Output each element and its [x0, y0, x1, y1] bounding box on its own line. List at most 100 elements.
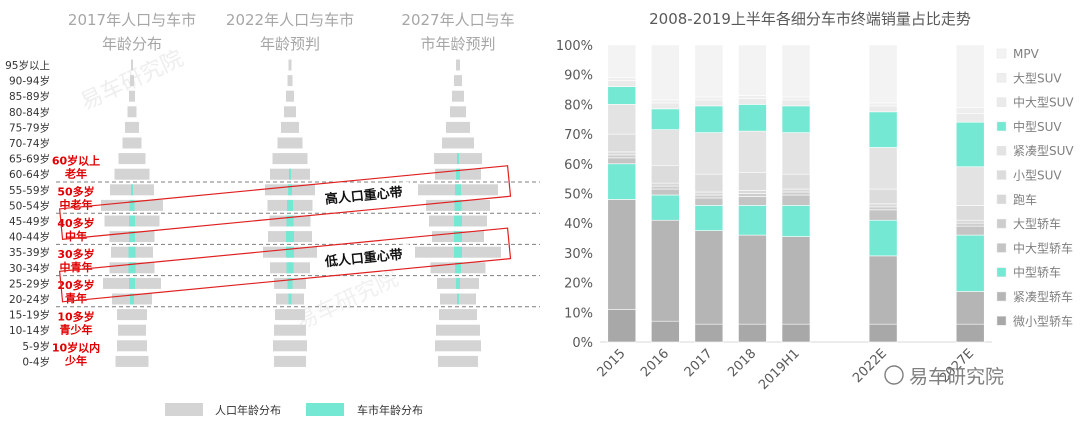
population-bar — [118, 324, 146, 336]
population-bar — [117, 340, 147, 352]
x-tick-label: 2016 — [638, 346, 672, 380]
population-bar — [438, 355, 478, 367]
age-group-label: 少年 — [64, 354, 87, 368]
population-bar — [439, 309, 477, 321]
stacked-bar-segment — [868, 44, 898, 104]
legend-swatch — [996, 267, 1007, 277]
age-label: 10-14岁 — [9, 324, 50, 337]
stacked-bar-segment — [781, 173, 811, 190]
car-market-bar — [129, 231, 135, 243]
stacked-bar-segment — [694, 205, 724, 231]
stacked-bar-segment — [607, 44, 637, 78]
legend-swatch — [996, 48, 1007, 59]
car-market-bar — [455, 184, 461, 196]
stacked-bar-segment — [694, 173, 724, 193]
stacked-bar-segment — [694, 323, 724, 343]
stacked-bar-segment — [955, 205, 985, 221]
stacked-bar-segment — [694, 132, 724, 175]
car-market-bar — [129, 277, 135, 289]
stacked-bar-segment — [738, 190, 767, 194]
stacked-bar-segment — [738, 104, 767, 132]
population-bar — [273, 340, 307, 352]
stacked-bar-segment — [781, 205, 811, 237]
age-group-label: 30多岁 — [57, 247, 94, 261]
car-market-bar — [286, 231, 294, 243]
car-market-bar — [457, 293, 459, 305]
low-population-band-label-bg — [317, 243, 411, 272]
legend-label: 大型轿车 — [1013, 216, 1061, 231]
stacked-bar-segment — [781, 132, 811, 175]
stacked-bar-segment — [651, 185, 680, 190]
legend-swatch — [996, 145, 1007, 156]
stacked-bar-segment — [694, 194, 724, 199]
population-bar — [288, 59, 292, 71]
stacked-bar-segment — [738, 196, 767, 206]
legend-label: 跑车 — [1013, 192, 1037, 207]
legend-swatch — [996, 218, 1007, 229]
age-label: 30-34岁 — [9, 262, 50, 275]
car-market-bar — [455, 262, 461, 274]
population-bar — [272, 153, 308, 165]
population-bar — [446, 121, 470, 133]
panel-title: 2022年人口与车市 — [226, 11, 354, 29]
age-group-label: 40多岁 — [57, 216, 94, 230]
stacked-bar-segment — [738, 98, 767, 105]
car-market-bar — [454, 215, 462, 227]
stacked-bar-segment — [607, 86, 637, 105]
stacked-bar-segment — [955, 222, 985, 227]
legend-label: 小型SUV — [1013, 169, 1062, 183]
population-bar — [277, 137, 303, 149]
population-bar — [284, 106, 296, 118]
age-label: 5-9岁 — [22, 340, 50, 353]
age-label: 20-24岁 — [9, 293, 50, 306]
age-group-label: 10多岁 — [57, 309, 94, 323]
high-population-band-label-bg — [317, 181, 411, 210]
panel-title: 年龄预判 — [260, 35, 320, 53]
stacked-bar-segment — [955, 291, 985, 325]
car-market-bar — [289, 168, 291, 180]
stacked-bar-segment — [607, 104, 637, 135]
car-market-bar — [286, 246, 294, 258]
stacked-bar-segment — [781, 194, 811, 206]
y-tick-label: 30% — [564, 247, 593, 262]
population-bar — [274, 355, 306, 367]
legend-swatch — [996, 73, 1007, 83]
age-label: 25-29岁 — [9, 277, 50, 290]
population-bar — [287, 75, 293, 87]
stacked-bar-segment — [868, 219, 898, 257]
y-tick-label: 20% — [564, 277, 593, 292]
age-label: 15-19岁 — [9, 309, 50, 322]
stacked-bar-segment — [694, 191, 724, 196]
x-tick-label: 2018 — [725, 346, 759, 380]
age-label: 45-49岁 — [9, 215, 50, 228]
x-tick-label: 2015 — [595, 346, 629, 380]
brand-watermark: 易车研究院 — [909, 366, 1004, 388]
age-group-label: 60岁以上 — [52, 153, 100, 167]
high-population-band-outline — [58, 165, 512, 240]
age-label: 50-54岁 — [9, 199, 50, 212]
population-bar — [454, 75, 462, 87]
y-tick-label: 10% — [564, 306, 593, 321]
age-label: 90-94岁 — [9, 75, 50, 88]
stacked-bar-segment — [694, 105, 724, 133]
legend-label: 中型SUV — [1013, 119, 1062, 134]
panel-title: 市年龄预判 — [420, 35, 495, 53]
age-label: 35-39岁 — [9, 246, 50, 259]
stacked-bar-segment — [955, 107, 985, 114]
y-tick-label: 70% — [564, 128, 593, 143]
car-market-bar — [286, 215, 294, 227]
stacked-bar-segment — [607, 80, 637, 87]
car-market-bar — [129, 199, 135, 211]
y-tick-label: 0% — [572, 336, 593, 351]
y-tick-label: 60% — [564, 158, 593, 173]
age-group-label: 中年 — [65, 229, 87, 243]
stacked-bar-segment — [651, 219, 680, 322]
stacked-bar-segment — [607, 154, 637, 159]
population-bar — [275, 309, 305, 321]
legend-label: 中大型轿车 — [1013, 240, 1073, 255]
high-population-band: 高人口重心带 — [58, 165, 512, 240]
stacked-bar-segment — [955, 225, 985, 236]
stacked-bar-segment — [607, 199, 637, 310]
car-market-bar — [287, 277, 293, 289]
stacked-bar-segment — [694, 96, 724, 101]
